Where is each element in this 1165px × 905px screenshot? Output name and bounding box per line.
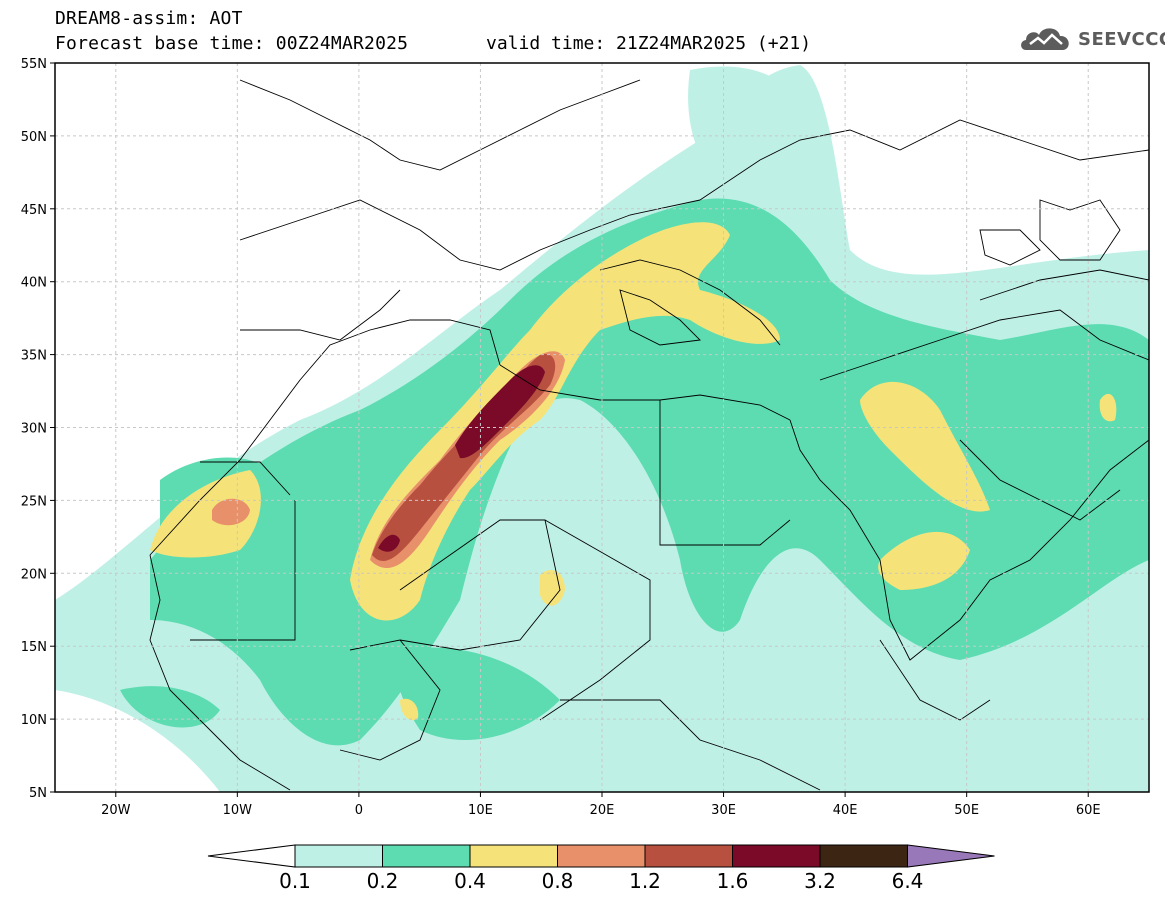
- country-borders: [149, 79, 1149, 791]
- lon-tick-label: 50E: [954, 803, 979, 818]
- colorbar-segment: [819, 844, 908, 868]
- latitude-axis: 5N 10N 15N 20N 25N 30N 35N 40N 45N 50N 55N: [21, 57, 55, 801]
- lat-tick-label: 55N: [21, 57, 47, 72]
- lat-tick-label: 35N: [21, 349, 47, 364]
- map-title: DREAM8-assim: AOT: [55, 8, 243, 29]
- colorbar-segment: [557, 844, 646, 868]
- lat-tick-label: 25N: [21, 494, 47, 509]
- colorbar-label: 6.4: [892, 869, 924, 893]
- lat-tick-label: 50N: [21, 130, 47, 145]
- colorbar-segment: [382, 844, 471, 868]
- colorbar-label: 1.2: [629, 869, 661, 893]
- colorbar-label: 0.1: [279, 869, 311, 893]
- colorbar-label: 0.4: [454, 869, 486, 893]
- colorbar-label: 0.8: [542, 869, 574, 893]
- colorbar-segment: [644, 844, 733, 868]
- seevccc-logo: SEEVCCC: [1018, 22, 1165, 58]
- valid-time: valid time: 21Z24MAR2025 (+21): [486, 33, 812, 54]
- lat-tick-label: 10N: [21, 713, 47, 728]
- colorbar-label: 1.6: [717, 869, 749, 893]
- colorbar-over-triangle: [907, 844, 995, 868]
- lon-tick-label: 0: [355, 803, 363, 818]
- colorbar-segment: [294, 844, 383, 868]
- longitude-axis: 20W 10W 0 10E 20E 30E 40E 50E 60E: [101, 792, 1101, 818]
- lon-tick-label: 60E: [1076, 803, 1101, 818]
- colorbar-segment: [469, 844, 558, 868]
- lat-tick-label: 45N: [21, 203, 47, 218]
- cloud-logo-icon: [1021, 28, 1069, 50]
- colorbar-segment: [732, 844, 821, 868]
- lon-tick-label: 10E: [468, 803, 493, 818]
- lon-tick-label: 20W: [101, 803, 131, 818]
- gridlines: [55, 63, 1149, 792]
- lat-tick-label: 15N: [21, 640, 47, 655]
- forecast-base-time: Forecast base time: 00Z24MAR2025: [55, 33, 409, 54]
- lon-tick-label: 20E: [590, 803, 615, 818]
- lat-tick-label: 30N: [21, 422, 47, 437]
- lat-tick-label: 5N: [29, 786, 47, 801]
- lon-tick-label: 30E: [711, 803, 736, 818]
- aot-level-0.4: [150, 222, 1117, 721]
- colorbar-under-triangle: [207, 844, 296, 868]
- aot-level-1.6: [378, 365, 545, 552]
- colorbar-label: 3.2: [804, 869, 836, 893]
- lat-tick-label: 40N: [21, 276, 47, 291]
- lon-tick-label: 10W: [223, 803, 253, 818]
- colorbar: 0.1 0.2 0.4 0.8 1.2 1.6 3.2 6.4: [207, 844, 995, 893]
- logo-text: SEEVCCC: [1078, 29, 1165, 50]
- lat-tick-label: 20N: [21, 567, 47, 582]
- lon-tick-label: 40E: [833, 803, 858, 818]
- colorbar-label: 0.2: [367, 869, 399, 893]
